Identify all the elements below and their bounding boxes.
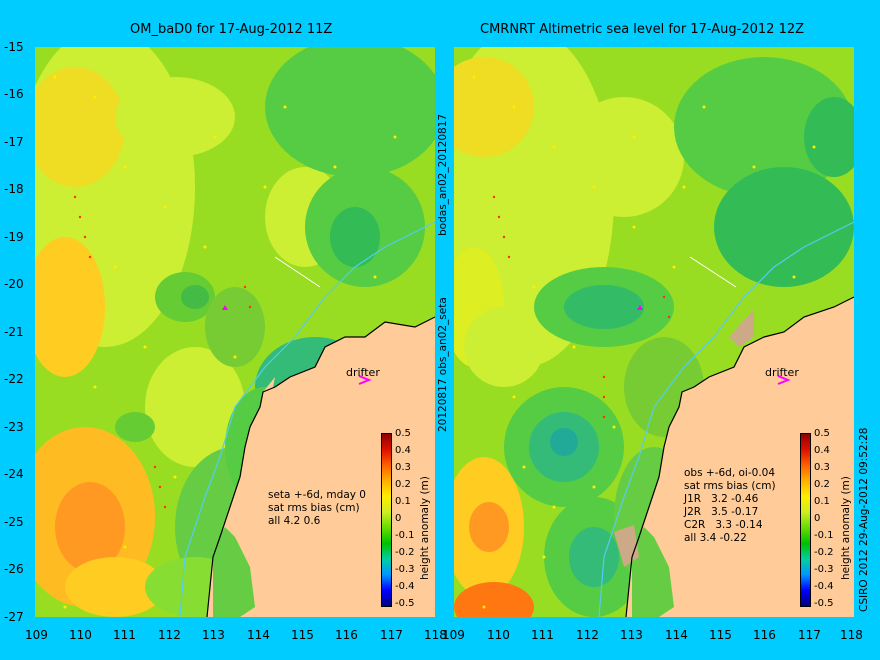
colorbar-tick: 0.4: [814, 445, 830, 456]
lon-tick: 111: [113, 628, 136, 642]
right-map: [454, 47, 854, 617]
lat-tick: -23: [4, 420, 24, 434]
lat-tick: -17: [4, 135, 24, 149]
left-map: [35, 47, 435, 617]
right-map-title: CMRNRT Altimetric sea level for 17-Aug-2…: [480, 22, 805, 37]
right-colorbar-label: height anomaly (m): [840, 476, 852, 580]
lat-tick: -19: [4, 230, 24, 244]
colorbar-tick: 0.1: [814, 496, 830, 507]
lat-tick: -20: [4, 277, 24, 291]
credit-label: CSIRO 2012 29-Aug-2012 09:52:28: [858, 427, 870, 612]
right-stats-line: J2R 3.5 -0.17: [684, 506, 759, 518]
lon-tick: 109: [442, 628, 465, 642]
lon-tick: 117: [380, 628, 403, 642]
colorbar-tick: 0.1: [395, 496, 411, 507]
lon-tick: 114: [665, 628, 688, 642]
right-stats-line: all 3.4 -0.22: [684, 532, 747, 544]
lon-tick: 112: [158, 628, 181, 642]
right-colorbar: [800, 433, 811, 607]
lat-tick: -21: [4, 325, 24, 339]
right-stats-line: obs +-6d, oi-0.04: [684, 467, 776, 479]
lat-tick: -26: [4, 562, 24, 576]
colorbar-tick: -0.5: [814, 598, 834, 609]
left-stats-line: seta +-6d, mday 0: [268, 489, 366, 501]
lon-tick: 113: [620, 628, 643, 642]
left-colorbar-label: height anomaly (m): [419, 476, 431, 580]
lat-tick: -18: [4, 182, 24, 196]
left-map-title: OM_baD0 for 17-Aug-2012 11Z: [130, 22, 333, 37]
right-stats-line: J1R 3.2 -0.46: [684, 493, 759, 505]
colorbar-tick: -0.5: [395, 598, 415, 609]
lat-tick: -22: [4, 372, 24, 386]
lat-tick: -15: [4, 40, 24, 54]
colorbar-tick: -0.2: [395, 547, 415, 558]
lon-tick: 112: [576, 628, 599, 642]
colorbar-tick: -0.1: [814, 530, 834, 541]
right-stats-line: sat rms bias (cm): [684, 480, 776, 492]
lon-tick: 117: [798, 628, 821, 642]
right-drifter-label: drifter: [765, 366, 799, 379]
lat-tick: -27: [4, 610, 24, 624]
colorbar-tick: 0.2: [814, 479, 830, 490]
left-stats-line: sat rms bias (cm): [268, 502, 360, 514]
lon-tick: 115: [291, 628, 314, 642]
lon-tick: 113: [202, 628, 225, 642]
lon-tick: 116: [335, 628, 358, 642]
lat-tick: -24: [4, 467, 24, 481]
lon-tick: 110: [69, 628, 92, 642]
colorbar-tick: 0.3: [814, 462, 830, 473]
colorbar-tick: 0.5: [814, 428, 830, 439]
left-colorbar: [381, 433, 392, 607]
left-side-label: 20120817 obs_an02_seta: [437, 297, 449, 432]
colorbar-tick: 0.5: [395, 428, 411, 439]
left-drifter-label: drifter: [346, 366, 380, 379]
lon-tick: 110: [487, 628, 510, 642]
lat-tick: -25: [4, 515, 24, 529]
colorbar-tick: -0.2: [814, 547, 834, 558]
colorbar-tick: 0: [395, 513, 402, 524]
lon-tick: 111: [531, 628, 554, 642]
lon-tick: 114: [247, 628, 270, 642]
left-stats-line: all 4.2 0.6: [268, 515, 321, 527]
lat-tick: -16: [4, 87, 24, 101]
colorbar-tick: -0.4: [814, 581, 834, 592]
colorbar-tick: -0.3: [814, 564, 834, 575]
colorbar-tick: -0.4: [395, 581, 415, 592]
colorbar-tick: 0.3: [395, 462, 411, 473]
colorbar-tick: 0.2: [395, 479, 411, 490]
colorbar-tick: -0.1: [395, 530, 415, 541]
lon-tick: 116: [753, 628, 776, 642]
colorbar-tick: -0.3: [395, 564, 415, 575]
colorbar-tick: 0: [814, 513, 821, 524]
middle-label-top: bodas_an02_20120817: [437, 113, 449, 236]
lon-tick: 118: [424, 628, 447, 642]
lon-tick: 115: [709, 628, 732, 642]
colorbar-tick: 0.4: [395, 445, 411, 456]
lon-tick: 109: [25, 628, 48, 642]
lon-tick: 118: [840, 628, 863, 642]
right-stats-line: C2R 3.3 -0.14: [684, 519, 763, 531]
